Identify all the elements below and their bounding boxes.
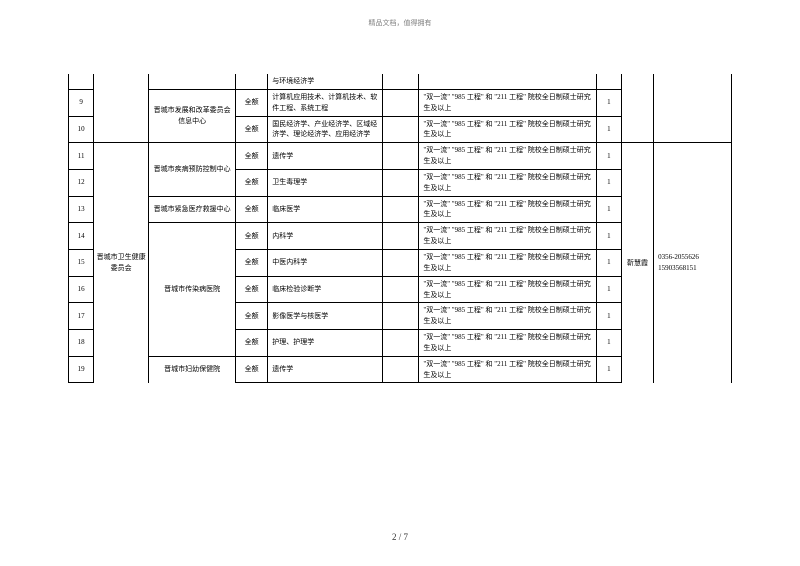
cell-fund: 全额 [236, 116, 268, 143]
cell-req: "双一流" "985 工程" 和 "211 工程" 院校全日制硕士研究生及以上 [419, 196, 596, 223]
cell-major: 临床检验诊断学 [268, 276, 383, 303]
cell-major: 内科学 [268, 223, 383, 250]
cell-idx [69, 74, 94, 89]
cell-dept [94, 74, 149, 143]
cell-count: 1 [596, 249, 621, 276]
cell-major: 与环境经济学 [268, 74, 383, 89]
cell-major: 临床医学 [268, 196, 383, 223]
cell-count: 1 [596, 143, 621, 170]
cell-req: "双一流" "985 工程" 和 "211 工程" 院校全日制硕士研究生及以上 [419, 303, 596, 330]
cell-major: 遗传学 [268, 356, 383, 383]
cell-contact-name: 靳慧霞 [622, 143, 654, 383]
cell-blank [382, 74, 419, 89]
cell-major: 计算机应用技术、计算机技术、软件工程、系统工程 [268, 89, 383, 116]
cell-count: 1 [596, 276, 621, 303]
cell-fund: 全额 [236, 356, 268, 383]
cell-req: "双一流" "985 工程" 和 "211 工程" 院校全日制硕士研究生及以上 [419, 249, 596, 276]
cell-fund: 全额 [236, 303, 268, 330]
cell-idx: 9 [69, 89, 94, 116]
cell-count: 1 [596, 169, 621, 196]
cell-dept: 晋城市卫生健康委员会 [94, 143, 149, 383]
cell-blank [382, 89, 419, 116]
cell-fund [236, 74, 268, 89]
cell-major: 护理、护理学 [268, 330, 383, 357]
cell-count: 1 [596, 223, 621, 250]
cell-blank [382, 276, 419, 303]
cell-contact-name [622, 74, 654, 143]
cell-blank [382, 356, 419, 383]
cell-org: 晋城市疾病预防控制中心 [149, 143, 236, 196]
main-table: 与环境经济学 9 晋城市发展和改革委员会信息中心 全额 计算机应用技术、计算机技… [68, 74, 732, 383]
cell-fund: 全额 [236, 249, 268, 276]
cell-fund: 全额 [236, 169, 268, 196]
cell-blank [382, 249, 419, 276]
cell-count: 1 [596, 89, 621, 116]
cell-phone: 0356-2055626 15903568151 [654, 143, 732, 383]
cell-req: "双一流" "985 工程" 和 "211 工程" 院校全日制硕士研究生及以上 [419, 356, 596, 383]
cell-count: 1 [596, 116, 621, 143]
cell-phone [654, 74, 732, 143]
cell-req: "双一流" "985 工程" 和 "211 工程" 院校全日制硕士研究生及以上 [419, 116, 596, 143]
cell-blank [382, 196, 419, 223]
cell-major: 遗传学 [268, 143, 383, 170]
cell-req: "双一流" "985 工程" 和 "211 工程" 院校全日制硕士研究生及以上 [419, 330, 596, 357]
cell-count: 1 [596, 356, 621, 383]
cell-idx: 12 [69, 169, 94, 196]
cell-idx: 13 [69, 196, 94, 223]
table-row: 与环境经济学 [69, 74, 732, 89]
cell-req: "双一流" "985 工程" 和 "211 工程" 院校全日制硕士研究生及以上 [419, 223, 596, 250]
cell-org: 晋城市紧急医疗救援中心 [149, 196, 236, 223]
table-row: 11 晋城市卫生健康委员会 晋城市疾病预防控制中心 全额 遗传学 "双一流" "… [69, 143, 732, 170]
cell-req: "双一流" "985 工程" 和 "211 工程" 院校全日制硕士研究生及以上 [419, 89, 596, 116]
cell-fund: 全额 [236, 143, 268, 170]
cell-idx: 17 [69, 303, 94, 330]
cell-idx: 18 [69, 330, 94, 357]
cell-fund: 全额 [236, 196, 268, 223]
cell-count: 1 [596, 196, 621, 223]
cell-blank [382, 223, 419, 250]
phone-2: 15903568151 [658, 264, 697, 272]
cell-major: 卫生毒理学 [268, 169, 383, 196]
cell-req: "双一流" "985 工程" 和 "211 工程" 院校全日制硕士研究生及以上 [419, 143, 596, 170]
cell-fund: 全额 [236, 276, 268, 303]
cell-req: "双一流" "985 工程" 和 "211 工程" 院校全日制硕士研究生及以上 [419, 276, 596, 303]
cell-org: 晋城市妇幼保健院 [149, 356, 236, 383]
cell-blank [382, 143, 419, 170]
cell-blank [382, 116, 419, 143]
cell-org [149, 74, 236, 89]
cell-org: 晋城市传染病医院 [149, 223, 236, 356]
page-number: 2 / 7 [0, 532, 800, 542]
cell-count: 1 [596, 330, 621, 357]
cell-fund: 全额 [236, 89, 268, 116]
cell-major: 国民经济学、产业经济学、区域经济学、理论经济学、应用经济学 [268, 116, 383, 143]
page-header: 精品文档，值得拥有 [0, 0, 800, 28]
cell-req [419, 74, 596, 89]
cell-fund: 全额 [236, 330, 268, 357]
cell-idx: 11 [69, 143, 94, 170]
cell-req: "双一流" "985 工程" 和 "211 工程" 院校全日制硕士研究生及以上 [419, 169, 596, 196]
cell-blank [382, 303, 419, 330]
cell-count [596, 74, 621, 89]
cell-major: 中医内科学 [268, 249, 383, 276]
cell-blank [382, 330, 419, 357]
cell-idx: 16 [69, 276, 94, 303]
cell-idx: 14 [69, 223, 94, 250]
cell-count: 1 [596, 303, 621, 330]
cell-fund: 全额 [236, 223, 268, 250]
cell-idx: 19 [69, 356, 94, 383]
cell-blank [382, 169, 419, 196]
phone-1: 0356-2055626 [658, 253, 699, 261]
cell-org: 晋城市发展和改革委员会信息中心 [149, 89, 236, 142]
cell-major: 影像医学与核医学 [268, 303, 383, 330]
cell-idx: 10 [69, 116, 94, 143]
cell-idx: 15 [69, 249, 94, 276]
